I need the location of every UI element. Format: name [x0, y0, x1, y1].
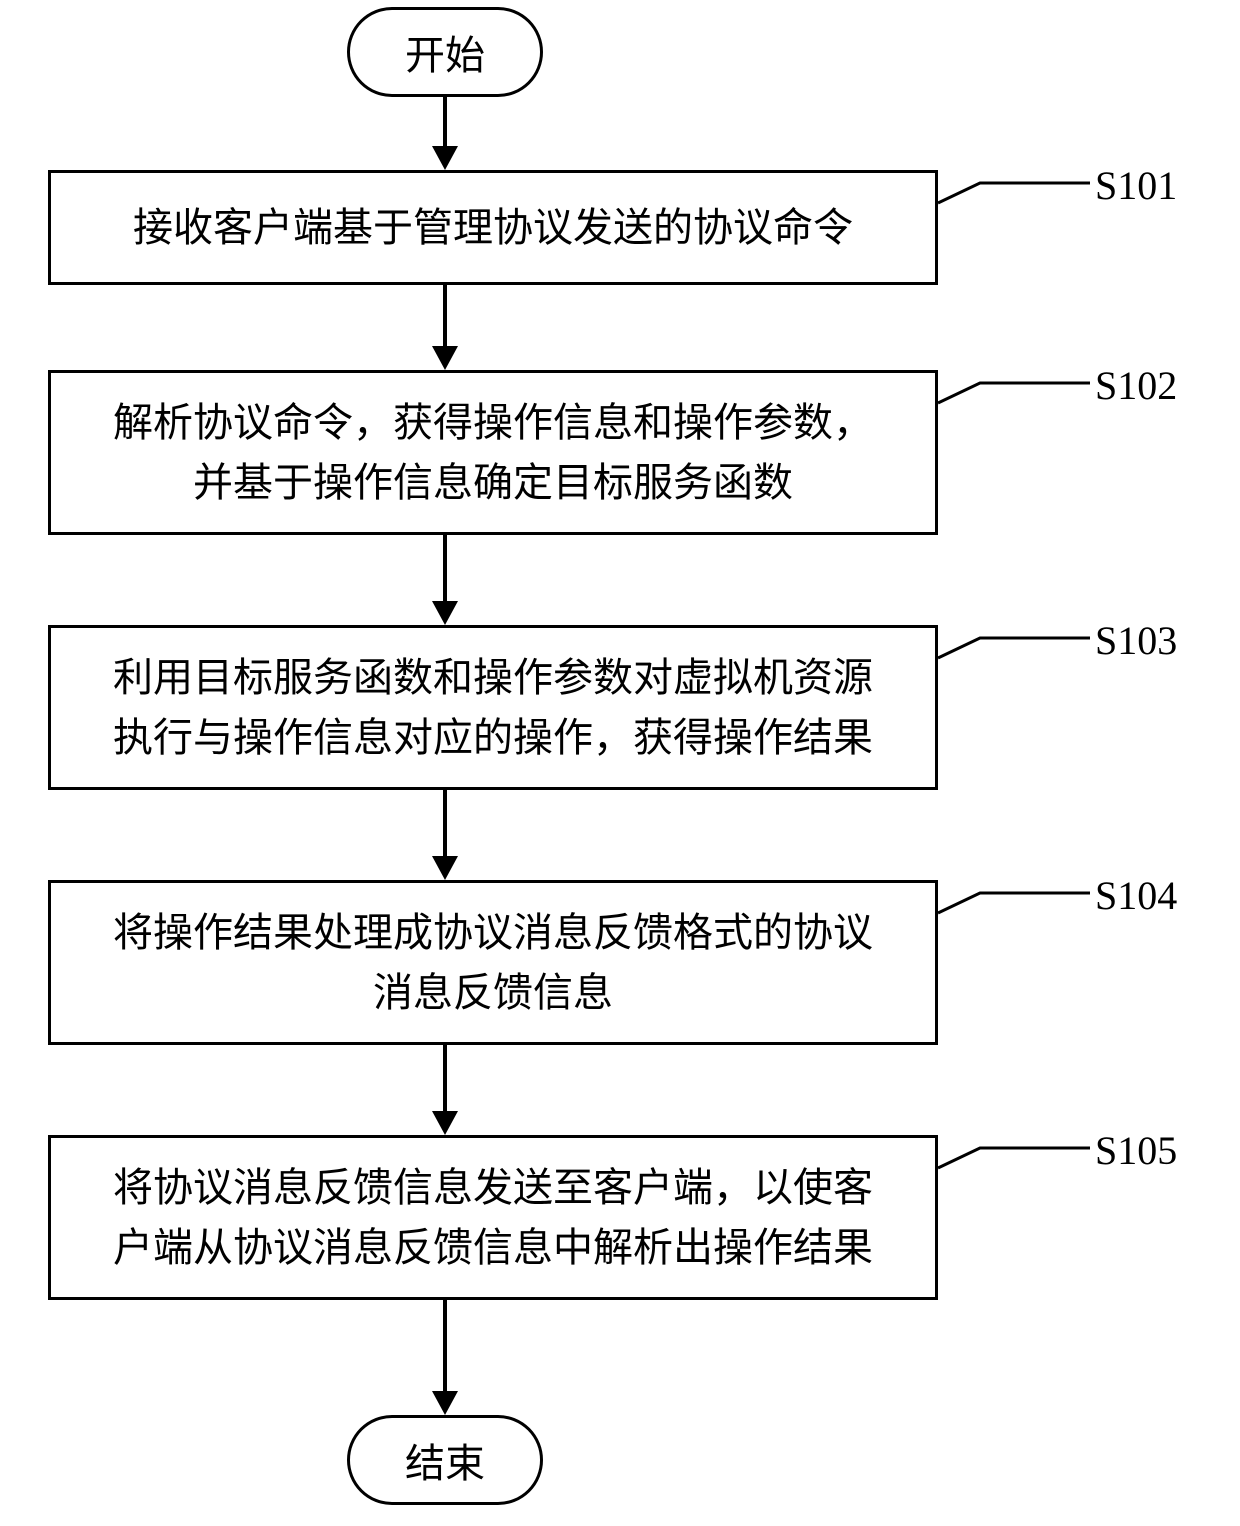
- step-label-s103: S103: [1095, 617, 1177, 664]
- end-terminator: 结束: [347, 1415, 543, 1505]
- step-label-s102: S102: [1095, 362, 1177, 409]
- process-s103: 利用目标服务函数和操作参数对虚拟机资源 执行与操作信息对应的操作，获得操作结果: [48, 625, 938, 790]
- start-label: 开始: [405, 23, 485, 81]
- process-s101: 接收客户端基于管理协议发送的协议命令: [48, 170, 938, 285]
- flowchart-container: 开始 接收客户端基于管理协议发送的协议命令 解析协议命令，获得操作信息和操作参数…: [0, 0, 1240, 1526]
- start-terminator: 开始: [347, 7, 543, 97]
- process-s102: 解析协议命令，获得操作信息和操作参数， 并基于操作信息确定目标服务函数: [48, 370, 938, 535]
- process-s101-text: 接收客户端基于管理协议发送的协议命令: [133, 198, 853, 258]
- process-s104: 将操作结果处理成协议消息反馈格式的协议 消息反馈信息: [48, 880, 938, 1045]
- end-label: 结束: [405, 1431, 485, 1489]
- step-label-s104: S104: [1095, 872, 1177, 919]
- process-s105-text: 将协议消息反馈信息发送至客户端，以使客 户端从协议消息反馈信息中解析出操作结果: [113, 1158, 873, 1278]
- process-s103-text: 利用目标服务函数和操作参数对虚拟机资源 执行与操作信息对应的操作，获得操作结果: [113, 648, 873, 768]
- process-s104-text: 将操作结果处理成协议消息反馈格式的协议 消息反馈信息: [113, 903, 873, 1023]
- process-s105: 将协议消息反馈信息发送至客户端，以使客 户端从协议消息反馈信息中解析出操作结果: [48, 1135, 938, 1300]
- step-label-s105: S105: [1095, 1127, 1177, 1174]
- step-label-s101: S101: [1095, 162, 1177, 209]
- process-s102-text: 解析协议命令，获得操作信息和操作参数， 并基于操作信息确定目标服务函数: [113, 393, 873, 513]
